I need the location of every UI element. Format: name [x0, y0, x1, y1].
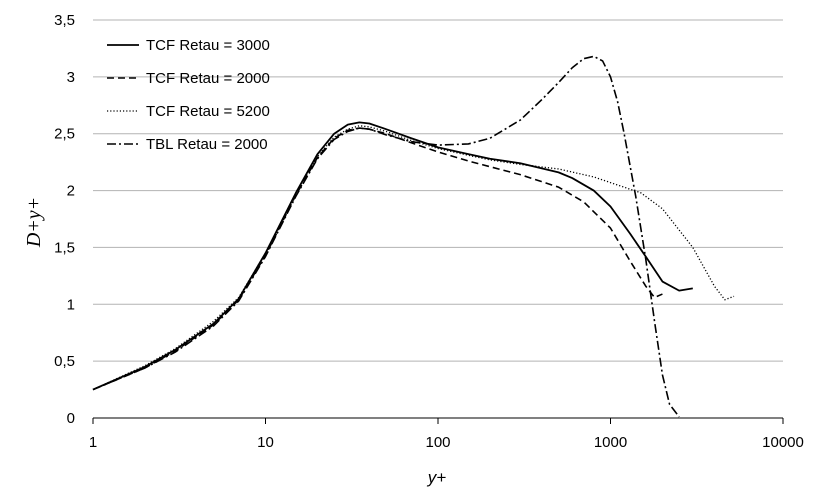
x-tick-label: 1	[89, 434, 97, 451]
x-tick-labels: 1 10 100 1000 10000	[89, 434, 804, 451]
legend: TCF Retau = 3000 TCF Retau = 2000 TCF Reta…	[107, 37, 270, 153]
x-tick-label: 1000	[594, 434, 627, 451]
series-line-1	[92, 121, 693, 391]
x-axis-label: y+	[427, 468, 447, 487]
series-lines	[92, 55, 735, 418]
y-tick-label: 0,5	[54, 353, 75, 370]
y-tick-label: 3,5	[54, 12, 75, 29]
series-line-2	[92, 127, 663, 391]
y-tick-label: 0	[67, 410, 75, 427]
x-tick-label: 10000	[762, 434, 804, 451]
y-tick-label: 3	[67, 69, 75, 86]
y-tick-label: 1,5	[54, 239, 75, 256]
gridlines	[93, 19, 783, 362]
legend-label: TCF Retau = 2000	[146, 70, 270, 87]
series-line-3	[92, 125, 735, 391]
legend-label: TBL Retau = 2000	[146, 136, 268, 153]
legend-label: TCF Retau = 3000	[146, 37, 270, 54]
y-tick-labels: 0 0,5 1 1,5 2 2,5 3 3,5	[54, 12, 75, 427]
series-line-4	[92, 55, 680, 418]
axes	[92, 417, 784, 424]
x-tick-label: 10	[257, 434, 274, 451]
y-tick-label: 1	[67, 296, 75, 313]
legend-label: TCF Retau = 5200	[146, 103, 270, 120]
y-axis-label: D+y+	[23, 197, 45, 248]
x-tick-label: 100	[425, 434, 450, 451]
y-tick-label: 2	[67, 183, 75, 200]
y-tick-label: 2,5	[54, 126, 75, 143]
